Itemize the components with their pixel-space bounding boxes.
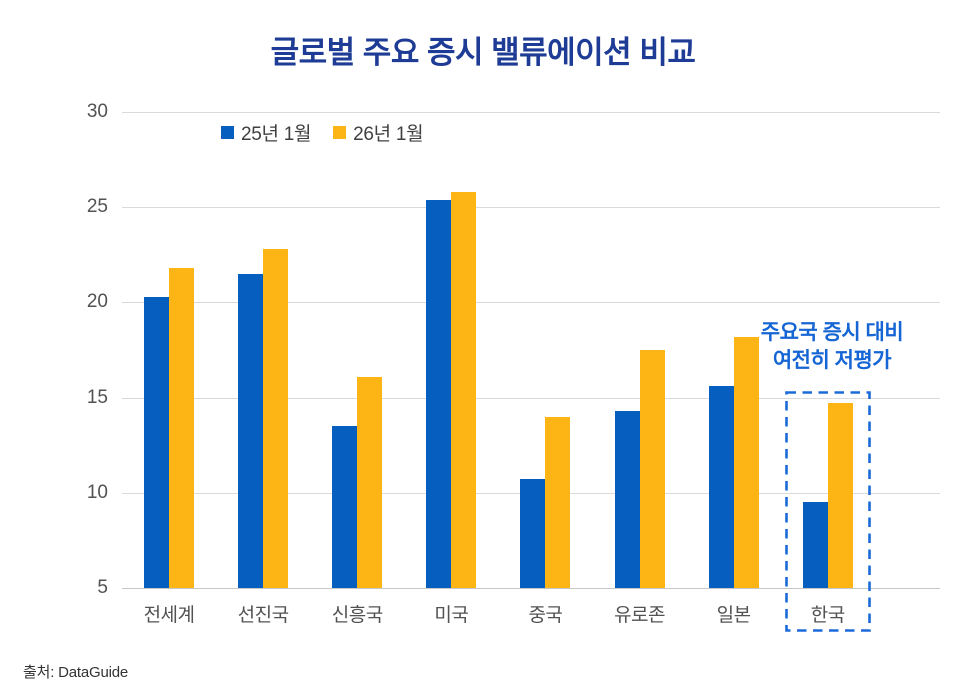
y-axis-label-25: 25 (86, 196, 108, 218)
annotation-line-1: 주요국 증시 대비 (760, 321, 904, 344)
legend-swatch-orange (333, 126, 347, 139)
bar-series1-cat4 (426, 199, 452, 588)
bar-series2-cat2 (263, 249, 289, 588)
x-axis-label-cat4: 미국 (434, 605, 469, 626)
x-axis-label-cat7: 일본 (716, 605, 751, 626)
bar-series2-cat3 (357, 376, 383, 588)
bar-series1-cat3 (332, 426, 358, 588)
gridline-y15 (122, 397, 940, 399)
bar-series1-cat1 (144, 296, 170, 588)
gridline-y25 (122, 207, 940, 209)
source-note: 출처: DataGuide (23, 664, 129, 681)
legend: 25년 1월 26년 1월 (221, 119, 424, 146)
bar-series2-cat8 (827, 403, 853, 588)
gridline-y5 (122, 588, 940, 589)
annotation-line-2: 여전히 저평가 (772, 348, 892, 372)
bar-series2-cat1 (169, 268, 195, 588)
x-axis-label-cat1: 전세계 (143, 605, 195, 626)
plot-area: 전세계 선진국 신흥국 미국 중국 유로존 일본 한국 (122, 112, 940, 626)
bar-series1-cat2 (238, 273, 264, 588)
x-axis-label-cat3: 신흥국 (331, 605, 383, 626)
bar-series2-cat7 (733, 336, 759, 588)
y-axis-label-30: 30 (86, 101, 108, 122)
y-axis-label-10: 10 (86, 481, 108, 503)
legend-swatch-blue (221, 126, 234, 139)
y-axis-label-5: 5 (97, 577, 108, 598)
bar-series1-cat6 (614, 410, 640, 588)
bar-series1-cat7 (708, 386, 734, 588)
x-axis-label-cat6: 유로존 (614, 605, 666, 626)
gridline-y20 (122, 302, 940, 304)
legend-label-26y: 26년 1월 (353, 124, 424, 145)
legend-item-26y: 26년 1월 (333, 119, 424, 146)
chart-title: 글로벌 주요 증시 밸류에이션 비교 (270, 35, 696, 70)
bar-series1-cat5 (520, 479, 546, 588)
undervalued-annotation: 주요국 증시 대비 여전히 저평가 (712, 319, 952, 375)
y-axis-label-15: 15 (86, 386, 108, 408)
bar-series2-cat4 (451, 191, 477, 588)
legend-item-25y: 25년 1월 (221, 119, 311, 146)
bar-series1-cat8 (802, 502, 828, 588)
legend-label-25y: 25년 1월 (241, 124, 312, 145)
x-axis-label-cat8: 한국 (810, 605, 845, 626)
x-axis-label-cat2: 선진국 (237, 605, 289, 626)
bar-series2-cat6 (639, 350, 665, 588)
x-axis-label-cat5: 중국 (528, 605, 563, 626)
y-axis-label-20: 20 (86, 291, 108, 313)
korea-highlight-box (785, 391, 871, 632)
bar-series2-cat5 (545, 416, 571, 588)
gridline-y30 (122, 112, 940, 113)
